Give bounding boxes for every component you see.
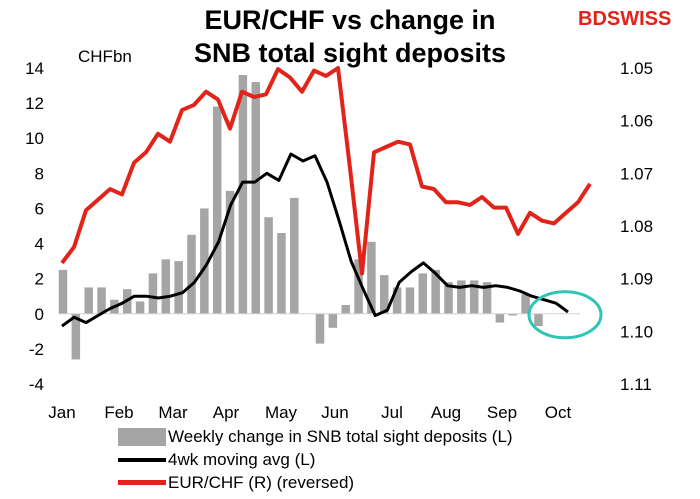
bar	[251, 82, 260, 314]
chart-title-line-2: SNB total sight deposits	[193, 38, 507, 68]
bar	[508, 313, 517, 316]
bar	[315, 313, 325, 344]
x-tick-label: Mar	[158, 403, 188, 422]
left-axis-unit-label: CHFbn	[78, 47, 132, 66]
left-tick-label: 2	[35, 270, 44, 289]
legend-item-moving-avg: 4wk moving avg (L)	[118, 448, 513, 471]
x-tick-label: Apr	[213, 403, 240, 422]
bar	[469, 280, 479, 314]
bar	[97, 287, 106, 314]
left-tick-label: 8	[35, 164, 44, 183]
bar	[495, 313, 505, 323]
bar	[174, 261, 183, 314]
x-tick-label: Jun	[321, 403, 348, 422]
bar	[367, 241, 376, 314]
left-tick-label: 6	[35, 199, 44, 218]
bar	[341, 305, 350, 314]
right-tick-label: 1.10	[620, 322, 653, 341]
left-tick-label: 4	[35, 235, 44, 254]
x-tick-label: Jan	[48, 403, 75, 422]
bar	[431, 269, 440, 314]
bar	[482, 282, 492, 314]
bar	[277, 233, 286, 314]
left-axis-ticks: -4 -2 0 2 4 6 8 10 12 14	[25, 59, 44, 394]
x-tick-label: Oct	[545, 403, 572, 422]
bar	[238, 75, 248, 314]
legend-swatch-moving-avg	[118, 457, 166, 462]
bar	[457, 280, 466, 314]
legend: Weekly change in SNB total sight deposit…	[118, 425, 513, 494]
bar	[264, 217, 273, 314]
x-tick-label: Feb	[104, 403, 133, 422]
bar	[418, 273, 428, 314]
bar	[187, 234, 196, 314]
bar	[354, 259, 363, 314]
bar	[444, 282, 453, 314]
bar	[290, 197, 299, 314]
right-tick-label: 1.11	[620, 375, 652, 394]
bar	[521, 294, 530, 314]
left-tick-label: -2	[29, 340, 44, 359]
legend-label-eurchf: EUR/CHF (R) (reversed)	[168, 473, 355, 492]
legend-swatch-eurchf	[118, 480, 166, 485]
x-tick-label: Aug	[431, 403, 461, 422]
bar	[405, 287, 415, 314]
legend-swatch-bars	[118, 427, 166, 446]
legend-label-bars: Weekly change in SNB total sight deposit…	[168, 427, 513, 446]
bar	[328, 313, 338, 328]
highlight-circle	[527, 290, 603, 340]
bar	[534, 313, 543, 327]
line-series-4wk-moving-avg	[61, 152, 569, 328]
right-tick-label: 1.06	[620, 112, 653, 131]
bar	[380, 275, 389, 314]
bar	[200, 208, 209, 314]
right-tick-label: 1.08	[620, 217, 653, 236]
bar	[212, 106, 222, 314]
x-tick-label: May	[265, 403, 298, 422]
legend-item-eurchf: EUR/CHF (R) (reversed)	[118, 471, 513, 494]
bar	[148, 273, 158, 314]
right-axis-ticks: 1.05 1.06 1.07 1.08 1.09 1.10 1.11	[620, 59, 653, 394]
left-tick-label: 10	[25, 129, 44, 148]
x-tick-label: Jul	[381, 403, 403, 422]
bar	[84, 287, 93, 314]
bar	[225, 190, 235, 314]
right-tick-label: 1.05	[620, 59, 653, 78]
legend-label-moving-avg: 4wk moving avg (L)	[168, 450, 316, 469]
right-tick-label: 1.07	[620, 164, 653, 183]
bar-series-weekly-change	[58, 75, 543, 360]
bar	[392, 287, 402, 314]
left-tick-label: -4	[29, 375, 44, 394]
left-tick-label: 0	[35, 305, 44, 324]
chart-title: EUR/CHF vs change in SNB total sight dep…	[150, 4, 550, 70]
bar	[71, 313, 81, 360]
bar	[161, 259, 171, 314]
bdswiss-logo: BDSWISS	[578, 8, 672, 30]
legend-item-bars: Weekly change in SNB total sight deposit…	[118, 425, 513, 448]
line-series-eurchf	[60, 66, 592, 276]
chart-title-line-1: EUR/CHF vs change in	[204, 5, 496, 35]
right-tick-label: 1.09	[620, 270, 653, 289]
bar	[58, 269, 68, 314]
bar	[135, 301, 145, 314]
x-axis-ticks: Jan Feb Mar Apr May Jun Jul Aug Sep Oct	[48, 403, 571, 422]
left-tick-label: 14	[25, 59, 44, 78]
x-tick-label: Sep	[487, 403, 517, 422]
left-tick-label: 12	[25, 94, 44, 113]
